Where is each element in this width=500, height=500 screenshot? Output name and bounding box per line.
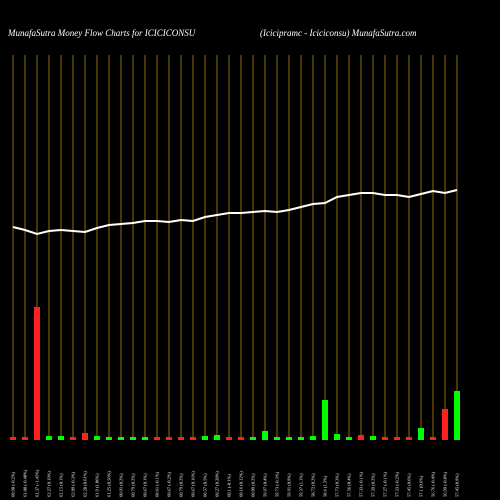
x-tick-label: 60.79 (0.2%) — [131, 473, 136, 497]
x-tick-label: 60.1 (-0.1%) — [227, 474, 232, 497]
bar — [154, 437, 160, 440]
x-tick-label: 57.27 (-0.1%) — [383, 471, 388, 497]
x-tick-label: 57.33 (-0.2%) — [395, 471, 400, 497]
x-tick-label: 57.73 (0.3%) — [335, 473, 340, 497]
price-line — [12, 189, 458, 236]
x-tick-label: 57.1 (0.6%) — [419, 475, 424, 497]
x-tick-label: 61.9 (1.06%) — [95, 473, 100, 497]
bar — [418, 428, 424, 440]
bar — [334, 434, 340, 440]
bar — [10, 437, 16, 440]
x-tick-label: 60.67 (0.16%) — [191, 471, 196, 497]
x-tick-label: 61.08 (-0.48%) — [23, 469, 28, 497]
x-tick-label: 59.97 (0.4%) — [263, 473, 268, 497]
x-tick-label: 59.91 (0.9%) — [287, 473, 292, 497]
x-tick-label: 57.45 (0.9%) — [455, 473, 460, 497]
x-tick-label: 62.27 (0.19%) — [47, 471, 52, 497]
x-tick-label: 56.76 (-0.4%) — [431, 471, 436, 497]
bar — [382, 437, 388, 440]
x-tick-label: 59.73 (-0.3%) — [275, 471, 280, 497]
bar — [70, 437, 76, 440]
x-tick-label: 58.72 (0.2%) — [311, 473, 316, 497]
bar — [94, 436, 100, 440]
x-tick-label: 60.79 (0.2%) — [179, 473, 184, 497]
bar — [226, 437, 232, 440]
bar — [262, 431, 268, 440]
x-tick-label: 61.25 (0.56%) — [107, 471, 112, 497]
x-tick-label: 62.09 (-0.3%) — [71, 471, 76, 497]
x-tick-label: 60.61 (-0.1%) — [155, 471, 160, 497]
bar — [406, 437, 412, 440]
bar — [178, 437, 184, 440]
x-tick-label: 60.16 (0.12%) — [239, 471, 244, 497]
bar — [130, 437, 136, 440]
x-tick-label: 60.27 (0.28%) — [215, 471, 220, 497]
bar — [202, 436, 208, 440]
bar — [250, 437, 256, 440]
x-tick-label: 60.09 (0.2%) — [251, 473, 256, 497]
bar — [190, 437, 196, 440]
x-tick-label: 60.91 (0.2%) — [119, 473, 124, 497]
bar — [346, 437, 352, 440]
bar — [118, 437, 124, 440]
chart-subtitle: (Icicipramc - Iciciconsu) MunafaSutra.co… — [260, 28, 417, 38]
bar — [22, 437, 28, 440]
bar — [358, 435, 364, 440]
bar — [166, 437, 172, 440]
x-tick-label: 56.99 (-0.8%) — [443, 471, 448, 497]
bar — [370, 436, 376, 440]
bar — [322, 400, 328, 440]
bar — [394, 437, 400, 440]
bar — [310, 436, 316, 440]
x-tick-label: 62.28 (0.61%) — [83, 471, 88, 497]
x-tick-label: 60.57 (0.5%) — [203, 473, 208, 497]
x-tick-label: 60.98 (-0.2%) — [11, 471, 16, 497]
x-tick-label: 59.37 (1.1%) — [299, 473, 304, 497]
bar — [430, 437, 436, 440]
x-tick-label: 60.67 (-0.2%) — [167, 471, 172, 497]
x-tick-label: 57.45 (0.6%) — [407, 473, 412, 497]
bar — [286, 437, 292, 440]
x-tick-label: 57.39 (0.2%) — [371, 473, 376, 497]
bar — [442, 409, 448, 440]
x-tick-label: 57.56 (0.4%) — [347, 473, 352, 497]
bar — [142, 437, 148, 440]
bar — [214, 435, 220, 440]
bar — [274, 437, 280, 440]
bar — [58, 436, 64, 440]
x-tick-label: 58.6 (1.5%) — [323, 475, 328, 497]
bar — [238, 437, 244, 440]
bar — [298, 437, 304, 440]
bar — [34, 307, 40, 440]
x-tick-label: 61.37 (-1.45%) — [35, 469, 40, 497]
x-tick-label: 57.33 (-0.1%) — [359, 471, 364, 497]
bar — [106, 437, 112, 440]
bar — [454, 391, 460, 440]
chart-title: MunafaSutra Money Flow Charts for ICICIC… — [7, 28, 196, 38]
x-tick-label: 62.15 (0.1%) — [59, 473, 64, 497]
bar — [82, 433, 88, 440]
bar — [46, 436, 52, 440]
x-tick-label: 60.67 (0.1%) — [143, 473, 148, 497]
